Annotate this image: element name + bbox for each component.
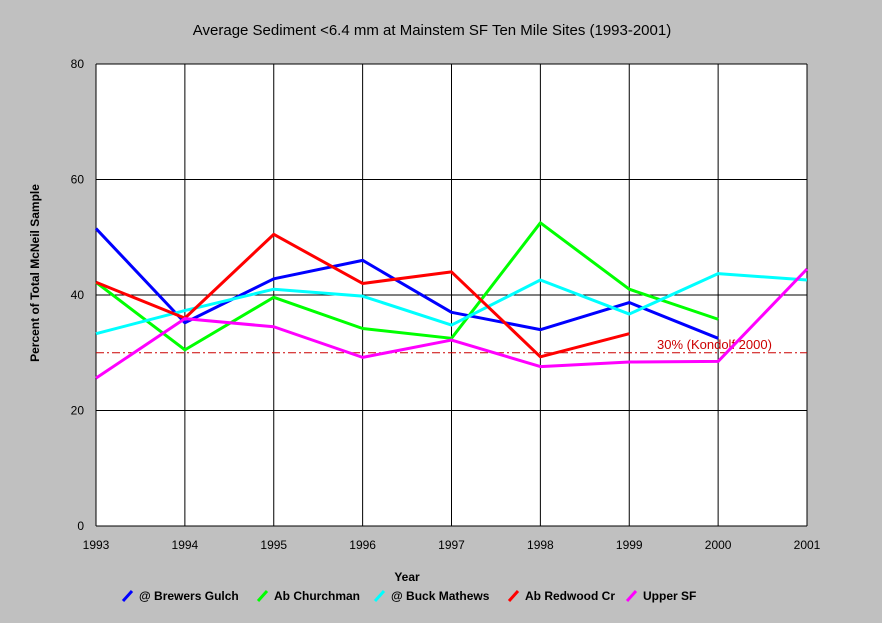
legend-swatch [507,589,520,603]
legend-label: @ Buck Mathews [391,589,490,603]
y-tick-label: 40 [71,288,85,302]
legend-swatch [373,589,386,603]
x-tick-label: 2001 [794,538,821,552]
x-tick-label: 1996 [349,538,376,552]
legend-swatch [256,589,269,603]
legend-label: Upper SF [643,589,696,603]
y-tick-label: 80 [71,57,85,71]
chart-title: Average Sediment <6.4 mm at Mainstem SF … [193,22,671,39]
legend-label: Ab Redwood Cr [525,589,615,603]
series-line [95,221,719,352]
y-axis-label: Percent of Total McNeil Sample [28,184,42,362]
x-tick-label: 1998 [527,538,554,552]
series-line [95,272,808,336]
x-tick-labels: 1993 1994 1995 1996 1997 1998 1999 2000 2001 [83,538,821,552]
y-tick-labels: 0 20 40 60 80 [71,57,85,533]
x-tick-label: 1995 [260,538,287,552]
x-tick-label: 1994 [172,538,199,552]
y-tick-label: 20 [71,404,85,418]
legend-label: @ Brewers Gulch [139,589,239,603]
x-tick-label: 1997 [438,538,465,552]
grid-lines [95,63,808,527]
legend-swatch [625,589,638,603]
x-tick-label: 1993 [83,538,110,552]
series-line [95,267,809,380]
x-axis-label: Year [394,570,420,584]
reference-line-group: 30% (Kondolf 2000) [96,337,807,354]
y-tick-label: 60 [71,173,85,187]
x-tick-label: 1999 [616,538,643,552]
legend-label: Ab Churchman [274,589,360,603]
series-lines [94,221,809,380]
reference-line-label: 30% (Kondolf 2000) [657,337,772,352]
legend: @ Brewers Gulch Ab Churchman @ Buck Mathew… [121,589,696,603]
x-tick-label: 2000 [705,538,732,552]
y-tick-label: 0 [77,519,84,533]
legend-swatch [121,589,134,603]
